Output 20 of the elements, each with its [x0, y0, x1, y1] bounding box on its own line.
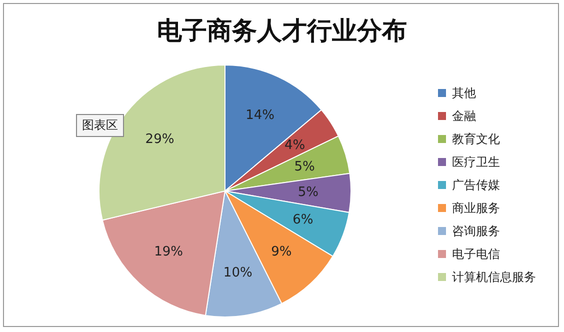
data-label: 5%: [298, 184, 318, 200]
chart-title: 电子商务人才行业分布: [156, 15, 408, 47]
data-label: 4%: [284, 138, 306, 154]
legend-label: 广告传媒: [452, 176, 500, 194]
legend-label: 计算机信息服务: [452, 268, 536, 286]
legend-label: 医疗卫生: [452, 154, 500, 170]
legend-label: 电子电信: [452, 246, 500, 262]
data-label: 29%: [145, 132, 174, 147]
legend-label: 咨询服务: [452, 222, 500, 240]
legend-label: 商业服务: [452, 200, 500, 216]
text: 图表区: [76, 114, 124, 137]
data-label: 14%: [246, 108, 275, 124]
data-label: 9%: [271, 244, 292, 260]
legend-label: 金融: [452, 108, 476, 124]
legend-label: 其他: [452, 84, 476, 102]
data-label: 6%: [292, 212, 314, 228]
data-label: 10%: [223, 266, 252, 281]
data-label: 19%: [154, 244, 183, 260]
data-label: 5%: [294, 159, 315, 174]
legend-label: 教育文化: [452, 130, 500, 148]
